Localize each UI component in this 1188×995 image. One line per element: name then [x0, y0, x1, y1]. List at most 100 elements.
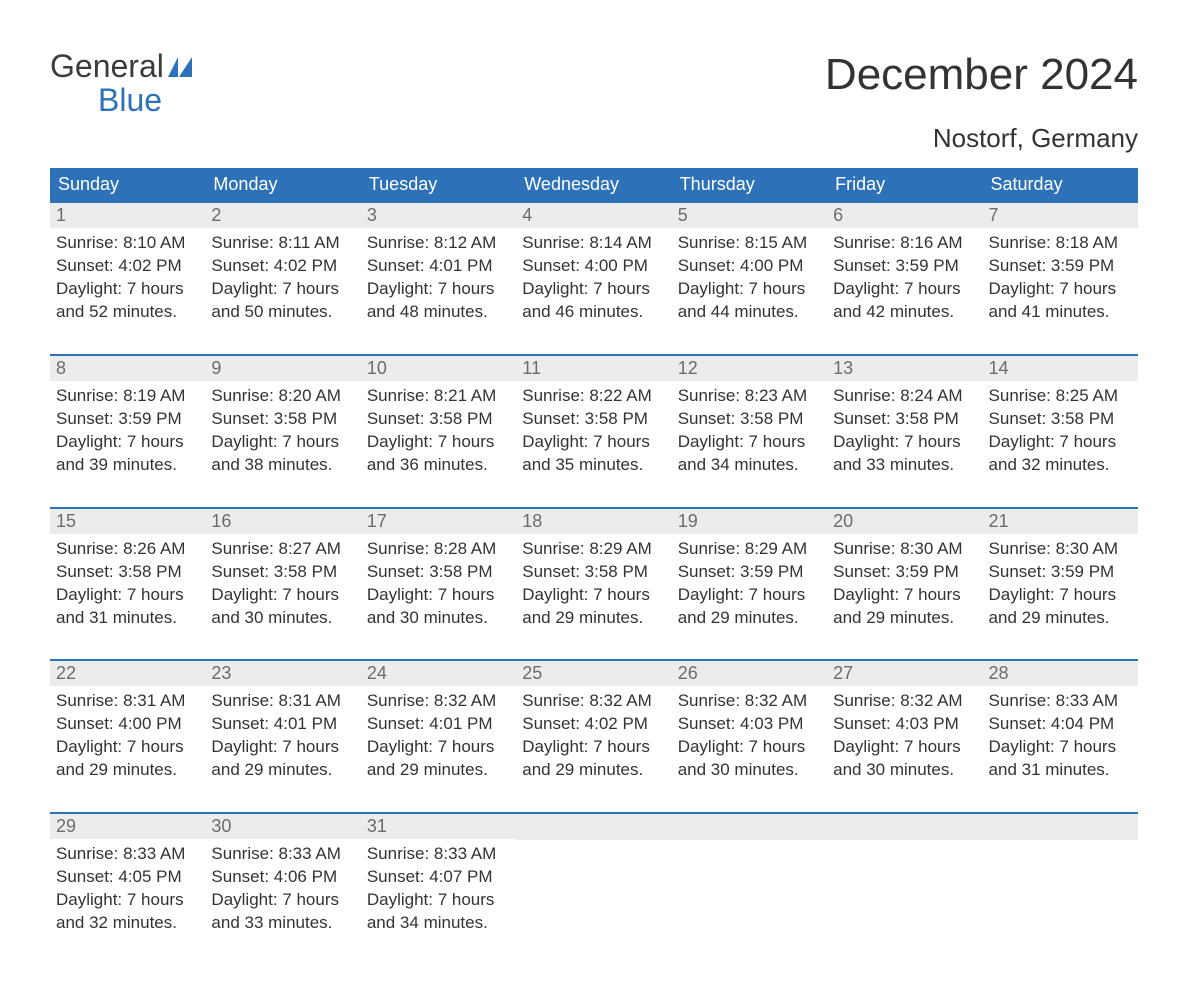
daylight-text: and 46 minutes.: [522, 301, 665, 324]
sunrise-text: Sunrise: 8:33 AM: [56, 843, 199, 866]
sunrise-text: Sunrise: 8:33 AM: [367, 843, 510, 866]
daylight-text: Daylight: 7 hours: [211, 431, 354, 454]
day-body: Sunrise: 8:31 AMSunset: 4:01 PMDaylight:…: [205, 686, 360, 788]
sunset-text: Sunset: 4:04 PM: [989, 713, 1132, 736]
calendar-day: 7Sunrise: 8:18 AMSunset: 3:59 PMDaylight…: [983, 203, 1138, 330]
calendar-day: 1Sunrise: 8:10 AMSunset: 4:02 PMDaylight…: [50, 203, 205, 330]
day-body: Sunrise: 8:29 AMSunset: 3:58 PMDaylight:…: [516, 534, 671, 636]
calendar-day: 20Sunrise: 8:30 AMSunset: 3:59 PMDayligh…: [827, 509, 982, 636]
day-number: 2: [205, 203, 360, 228]
daylight-text: Daylight: 7 hours: [678, 278, 821, 301]
daylight-text: Daylight: 7 hours: [989, 431, 1132, 454]
day-body: Sunrise: 8:32 AMSunset: 4:03 PMDaylight:…: [827, 686, 982, 788]
daylight-text: and 32 minutes.: [989, 454, 1132, 477]
sunset-text: Sunset: 4:02 PM: [211, 255, 354, 278]
calendar-day: 13Sunrise: 8:24 AMSunset: 3:58 PMDayligh…: [827, 356, 982, 483]
sunrise-text: Sunrise: 8:33 AM: [211, 843, 354, 866]
weekday-header: Saturday: [983, 168, 1138, 201]
calendar-day: 15Sunrise: 8:26 AMSunset: 3:58 PMDayligh…: [50, 509, 205, 636]
sunrise-text: Sunrise: 8:19 AM: [56, 385, 199, 408]
daylight-text: Daylight: 7 hours: [522, 736, 665, 759]
sunset-text: Sunset: 4:05 PM: [56, 866, 199, 889]
daylight-text: Daylight: 7 hours: [56, 278, 199, 301]
day-number: 18: [516, 509, 671, 534]
daylight-text: and 31 minutes.: [989, 759, 1132, 782]
daylight-text: and 30 minutes.: [678, 759, 821, 782]
sunrise-text: Sunrise: 8:11 AM: [211, 232, 354, 255]
day-body: Sunrise: 8:32 AMSunset: 4:02 PMDaylight:…: [516, 686, 671, 788]
calendar-day: 3Sunrise: 8:12 AMSunset: 4:01 PMDaylight…: [361, 203, 516, 330]
sunrise-text: Sunrise: 8:26 AM: [56, 538, 199, 561]
sunset-text: Sunset: 4:01 PM: [367, 255, 510, 278]
daylight-text: and 42 minutes.: [833, 301, 976, 324]
daylight-text: Daylight: 7 hours: [522, 431, 665, 454]
sunset-text: Sunset: 3:59 PM: [678, 561, 821, 584]
day-body: Sunrise: 8:32 AMSunset: 4:01 PMDaylight:…: [361, 686, 516, 788]
day-body: Sunrise: 8:19 AMSunset: 3:59 PMDaylight:…: [50, 381, 205, 483]
sunrise-text: Sunrise: 8:33 AM: [989, 690, 1132, 713]
day-body: Sunrise: 8:24 AMSunset: 3:58 PMDaylight:…: [827, 381, 982, 483]
day-body: Sunrise: 8:20 AMSunset: 3:58 PMDaylight:…: [205, 381, 360, 483]
sunset-text: Sunset: 4:02 PM: [56, 255, 199, 278]
sunrise-text: Sunrise: 8:15 AM: [678, 232, 821, 255]
day-body: Sunrise: 8:10 AMSunset: 4:02 PMDaylight:…: [50, 228, 205, 330]
page-root: General Blue December 2024 Nostorf, Germ…: [0, 0, 1188, 995]
page-subtitle: Nostorf, Germany: [50, 123, 1138, 154]
sunset-text: Sunset: 4:00 PM: [522, 255, 665, 278]
calendar-week: 8Sunrise: 8:19 AMSunset: 3:59 PMDaylight…: [50, 354, 1138, 483]
calendar-day: 30Sunrise: 8:33 AMSunset: 4:06 PMDayligh…: [205, 814, 360, 941]
day-number: 8: [50, 356, 205, 381]
sunset-text: Sunset: 4:01 PM: [367, 713, 510, 736]
calendar-day: 2 Sunrise: 8:11 AMSunset: 4:02 PMDaylight…: [205, 203, 360, 330]
daylight-text: and 30 minutes.: [211, 607, 354, 630]
daylight-text: and 29 minutes.: [211, 759, 354, 782]
daylight-text: Daylight: 7 hours: [56, 584, 199, 607]
day-body: Sunrise: 8:29 AMSunset: 3:59 PMDaylight:…: [672, 534, 827, 636]
day-number: [672, 814, 827, 840]
daylight-text: and 35 minutes.: [522, 454, 665, 477]
day-number: 4: [516, 203, 671, 228]
daylight-text: Daylight: 7 hours: [522, 278, 665, 301]
day-number: 25: [516, 661, 671, 686]
day-body: [516, 840, 671, 900]
sunset-text: Sunset: 3:58 PM: [56, 561, 199, 584]
weekday-header: Friday: [827, 168, 982, 201]
day-number: 17: [361, 509, 516, 534]
day-body: Sunrise: 8:16 AMSunset: 3:59 PMDaylight:…: [827, 228, 982, 330]
daylight-text: Daylight: 7 hours: [833, 278, 976, 301]
day-number: [983, 814, 1138, 840]
weekday-header-row: Sunday Monday Tuesday Wednesday Thursday…: [50, 168, 1138, 201]
calendar-day: 29Sunrise: 8:33 AMSunset: 4:05 PMDayligh…: [50, 814, 205, 941]
day-body: Sunrise: 8:15 AMSunset: 4:00 PMDaylight:…: [672, 228, 827, 330]
day-body: Sunrise: 8:26 AMSunset: 3:58 PMDaylight:…: [50, 534, 205, 636]
day-number: 24: [361, 661, 516, 686]
logo-text-blue: Blue: [50, 84, 196, 118]
sunrise-text: Sunrise: 8:32 AM: [678, 690, 821, 713]
calendar-day: 11Sunrise: 8:22 AMSunset: 3:58 PMDayligh…: [516, 356, 671, 483]
daylight-text: and 29 minutes.: [522, 759, 665, 782]
sunset-text: Sunset: 4:01 PM: [211, 713, 354, 736]
day-number: 28: [983, 661, 1138, 686]
daylight-text: Daylight: 7 hours: [56, 431, 199, 454]
sunrise-text: Sunrise: 8:24 AM: [833, 385, 976, 408]
day-body: Sunrise: 8:32 AMSunset: 4:03 PMDaylight:…: [672, 686, 827, 788]
flag-icon: [168, 50, 196, 84]
calendar-day: 26Sunrise: 8:32 AMSunset: 4:03 PMDayligh…: [672, 661, 827, 788]
sunset-text: Sunset: 3:58 PM: [211, 408, 354, 431]
daylight-text: Daylight: 7 hours: [56, 889, 199, 912]
weekday-header: Thursday: [672, 168, 827, 201]
day-body: Sunrise: 8:33 AMSunset: 4:05 PMDaylight:…: [50, 839, 205, 941]
calendar-day: 12Sunrise: 8:23 AMSunset: 3:58 PMDayligh…: [672, 356, 827, 483]
daylight-text: Daylight: 7 hours: [211, 278, 354, 301]
daylight-text: Daylight: 7 hours: [211, 584, 354, 607]
daylight-text: Daylight: 7 hours: [367, 278, 510, 301]
day-number: 10: [361, 356, 516, 381]
sunrise-text: Sunrise: 8:10 AM: [56, 232, 199, 255]
sunset-text: Sunset: 3:58 PM: [522, 408, 665, 431]
day-body: Sunrise: 8:25 AMSunset: 3:58 PMDaylight:…: [983, 381, 1138, 483]
sunrise-text: Sunrise: 8:23 AM: [678, 385, 821, 408]
calendar-day: 19Sunrise: 8:29 AMSunset: 3:59 PMDayligh…: [672, 509, 827, 636]
day-number: 11: [516, 356, 671, 381]
calendar-day: [827, 814, 982, 941]
sunrise-text: Sunrise: 8:27 AM: [211, 538, 354, 561]
